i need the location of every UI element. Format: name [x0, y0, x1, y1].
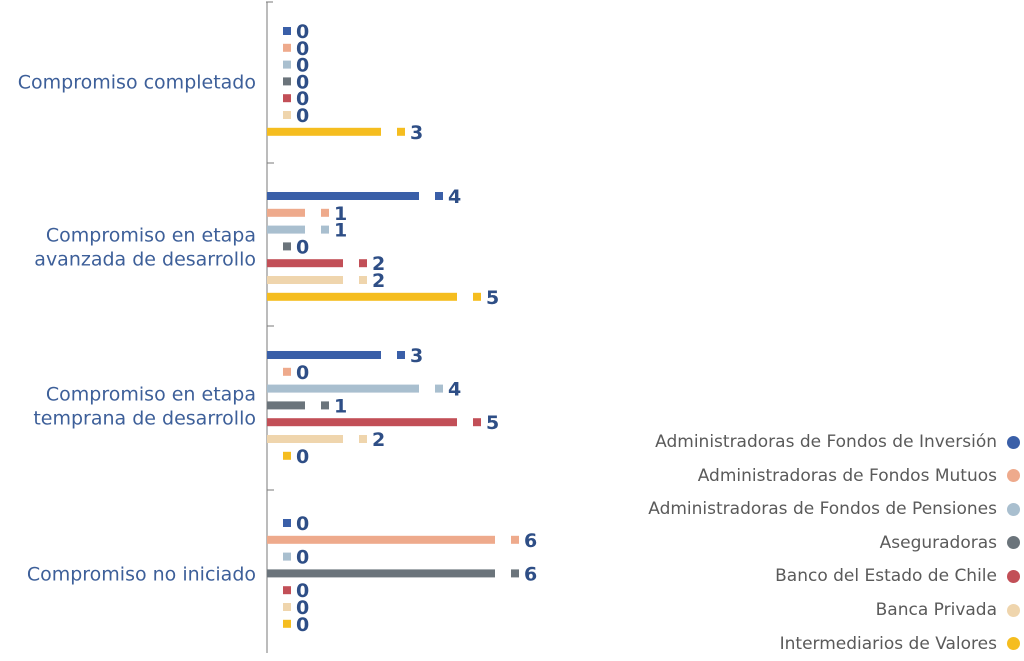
value-marker	[283, 619, 291, 628]
value-marker	[473, 418, 481, 427]
bar	[267, 384, 419, 393]
value-marker	[397, 351, 405, 359]
bar	[267, 418, 457, 427]
value-marker	[283, 586, 291, 595]
value-marker	[283, 43, 291, 52]
bar	[267, 225, 305, 234]
bar	[267, 351, 381, 359]
data-label: 0	[296, 362, 309, 384]
value-marker	[435, 384, 443, 393]
data-label: 0	[296, 446, 309, 468]
data-label: 0	[296, 71, 309, 93]
value-marker	[359, 435, 367, 443]
legend-swatch	[1007, 603, 1020, 617]
value-marker	[283, 60, 291, 69]
bar	[267, 276, 343, 284]
value-marker	[283, 242, 291, 251]
value-marker	[473, 292, 481, 301]
value-marker	[283, 367, 291, 376]
legend-label: Banco del Estado de Chile	[775, 566, 997, 587]
value-marker	[397, 127, 405, 136]
data-label: 2	[372, 270, 385, 292]
data-label: 6	[524, 530, 537, 552]
legend-item: Banca Privada	[876, 593, 1020, 627]
value-marker	[283, 603, 291, 611]
category-label: Compromiso en etapa temprana de desarroll…	[33, 383, 256, 429]
value-marker	[283, 77, 291, 86]
data-label: 0	[296, 21, 309, 43]
data-label: 0	[296, 614, 309, 636]
data-label: 0	[296, 547, 309, 569]
category-label: Compromiso en etapa avanzada de desarroll…	[34, 224, 256, 270]
value-marker	[511, 535, 519, 544]
data-label: 0	[296, 88, 309, 110]
data-label: 2	[372, 253, 385, 275]
legend-label: Intermediarios de Valores	[779, 633, 997, 654]
data-label: 2	[372, 429, 385, 451]
value-marker	[283, 519, 291, 527]
bar	[267, 192, 419, 200]
bar	[267, 401, 305, 410]
data-label: 1	[334, 220, 347, 242]
value-marker	[283, 94, 291, 103]
data-label: 0	[296, 55, 309, 77]
value-marker	[359, 259, 367, 268]
legend-item: Administradoras de Fondos de Pensiones	[648, 492, 1020, 526]
legend-label: Banca Privada	[875, 600, 997, 620]
legend-swatch	[1007, 637, 1020, 651]
data-label: 5	[486, 287, 499, 309]
legend-item: Intermediarios de Valores	[780, 627, 1020, 661]
bar	[267, 569, 495, 578]
value-marker	[435, 192, 443, 200]
legend-item: Banco del Estado de Chile	[775, 559, 1020, 593]
data-label: 0	[296, 580, 309, 602]
value-marker	[283, 552, 291, 561]
legend-swatch	[1007, 569, 1020, 583]
legend-item: Administradoras de Fondos Mutuos	[698, 459, 1020, 493]
value-marker	[321, 225, 329, 234]
bar	[267, 208, 305, 217]
data-label: 0	[296, 236, 309, 258]
legend-swatch	[1007, 435, 1020, 449]
legend-swatch	[1007, 536, 1020, 550]
data-label: 4	[448, 379, 461, 401]
data-label: 0	[296, 513, 309, 535]
data-label: 1	[334, 395, 347, 417]
value-marker	[283, 111, 291, 119]
legend-label: Administradoras de Fondos de Pensiones	[648, 499, 997, 520]
category-label: Compromiso no iniciado	[27, 563, 256, 585]
legend-swatch	[1007, 502, 1020, 516]
value-marker	[283, 27, 291, 35]
legend-item: Administradoras de Fondos de Inversión	[655, 425, 1020, 459]
value-marker	[511, 569, 519, 578]
data-label: 3	[410, 345, 423, 367]
bar	[267, 292, 457, 301]
legend-swatch	[1007, 469, 1020, 483]
value-marker	[359, 276, 367, 284]
data-label: 0	[296, 105, 309, 127]
data-label: 3	[410, 122, 423, 144]
data-label: 4	[448, 186, 461, 208]
value-marker	[321, 401, 329, 410]
legend-item: Aseguradoras	[880, 526, 1020, 560]
value-marker	[321, 208, 329, 217]
bar	[267, 259, 343, 268]
data-label: 0	[296, 38, 309, 60]
bar	[267, 535, 495, 544]
legend-label: Administradoras de Fondos de Inversión	[655, 432, 997, 452]
category-label: Compromiso completado	[18, 71, 256, 93]
legend-label: Aseguradoras	[879, 532, 997, 553]
value-marker	[283, 451, 291, 460]
data-label: 5	[486, 412, 499, 434]
data-label: 0	[296, 597, 309, 619]
data-label: 6	[524, 563, 537, 585]
bar	[267, 127, 381, 136]
data-label: 1	[334, 203, 347, 225]
bar	[267, 435, 343, 443]
legend-label: Administradoras de Fondos Mutuos	[697, 465, 997, 486]
